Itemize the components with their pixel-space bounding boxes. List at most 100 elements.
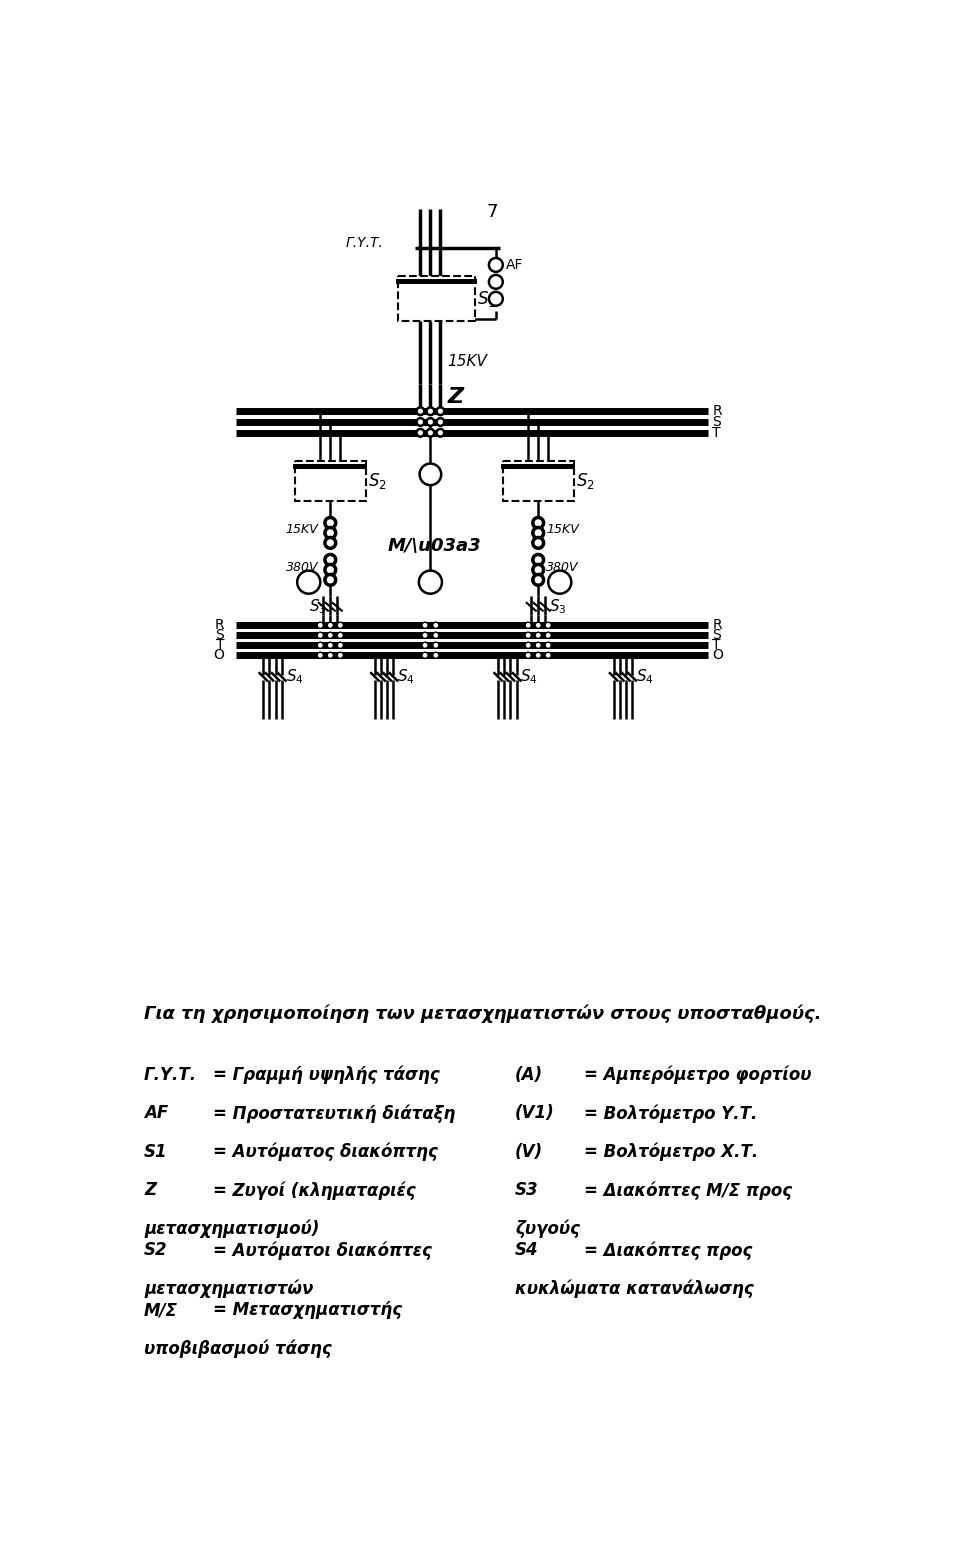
Text: S4: S4 [516, 1242, 539, 1259]
Circle shape [533, 528, 543, 539]
Text: κυκλώματα κατανάλωσης: κυκλώματα κατανάλωσης [516, 1279, 754, 1298]
Circle shape [337, 622, 344, 628]
Text: S2: S2 [144, 1242, 168, 1259]
Circle shape [433, 642, 439, 648]
Text: = Ζυγοί (κληματαριές: = Ζυγοί (κληματαριές [213, 1181, 416, 1200]
Bar [294, 464, 368, 468]
Circle shape [489, 258, 503, 272]
Circle shape [535, 642, 541, 648]
Text: υποβιβασμού τάσης: υποβιβασμού τάσης [144, 1340, 332, 1358]
Bar [398, 277, 475, 321]
Text: = Προστατευτική διάταξη: = Προστατευτική διάταξη [213, 1104, 456, 1123]
Text: 380V: 380V [546, 561, 578, 575]
Text: O: O [712, 648, 723, 662]
Circle shape [422, 622, 428, 628]
Text: $S_2$: $S_2$ [368, 471, 387, 492]
Circle shape [317, 642, 324, 648]
Circle shape [422, 651, 428, 658]
Text: = Βολτόμετρο Χ.Τ.: = Βολτόμετρο Χ.Τ. [585, 1143, 758, 1162]
Text: $S_4$: $S_4$ [286, 667, 303, 686]
Text: $S_3$: $S_3$ [309, 598, 326, 615]
Circle shape [533, 517, 543, 528]
Text: A: A [556, 578, 564, 587]
Text: = Αυτόματος διακόπτης: = Αυτόματος διακόπτης [213, 1143, 438, 1162]
Circle shape [419, 570, 442, 594]
Text: 15KV: 15KV [447, 354, 488, 368]
Circle shape [337, 651, 344, 658]
Text: S: S [712, 628, 721, 642]
Circle shape [426, 418, 434, 426]
Circle shape [327, 642, 333, 648]
Text: V: V [426, 578, 434, 587]
Circle shape [437, 429, 444, 437]
Bar [295, 462, 366, 501]
Text: $S_4$: $S_4$ [397, 667, 415, 686]
Circle shape [324, 564, 336, 575]
Text: μετασχηματιστών: μετασχηματιστών [144, 1279, 313, 1298]
Circle shape [417, 418, 424, 426]
Text: (V1): (V1) [516, 1104, 555, 1123]
Circle shape [489, 276, 503, 288]
Text: S3: S3 [516, 1181, 539, 1200]
Text: = Γραμμή υψηλής τάσης: = Γραμμή υψηλής τάσης [213, 1066, 440, 1084]
Circle shape [317, 622, 324, 628]
Circle shape [324, 537, 336, 548]
Circle shape [545, 642, 551, 648]
Text: $S_1$: $S_1$ [477, 288, 496, 309]
Circle shape [437, 418, 444, 426]
Text: (V): (V) [516, 1143, 543, 1160]
Text: AF: AF [144, 1104, 168, 1123]
Circle shape [422, 642, 428, 648]
Circle shape [545, 622, 551, 628]
Bar [501, 464, 575, 468]
Text: Για τη χρησιμοποίηση των μετασχηματιστών στους υποσταθμούς.: Για τη χρησιμοποίηση των μετασχηματιστών… [144, 1004, 822, 1023]
Circle shape [533, 537, 543, 548]
Text: Γ.Υ.Τ.: Γ.Υ.Τ. [144, 1066, 197, 1084]
Circle shape [324, 554, 336, 565]
Text: S: S [215, 628, 224, 642]
Text: R: R [712, 404, 722, 418]
Circle shape [324, 575, 336, 586]
Circle shape [535, 651, 541, 658]
Circle shape [426, 429, 434, 437]
Text: 15KV: 15KV [286, 523, 319, 536]
Text: R: R [214, 619, 224, 633]
Circle shape [417, 407, 424, 415]
Circle shape [426, 407, 434, 415]
Circle shape [422, 633, 428, 639]
Text: $S_2$: $S_2$ [576, 471, 595, 492]
Text: (A): (A) [516, 1066, 543, 1084]
Circle shape [324, 528, 336, 539]
Circle shape [327, 651, 333, 658]
Circle shape [337, 633, 344, 639]
Text: Γ.Υ.Τ.: Γ.Υ.Τ. [346, 236, 384, 251]
Circle shape [525, 651, 531, 658]
Text: Z: Z [447, 387, 464, 407]
Text: = Αμπερόμετρο φορτίου: = Αμπερόμετρο φορτίου [585, 1066, 812, 1084]
Text: O: O [213, 648, 224, 662]
Circle shape [525, 633, 531, 639]
Circle shape [433, 633, 439, 639]
Circle shape [533, 564, 543, 575]
Circle shape [533, 554, 543, 565]
Text: $S_4$: $S_4$ [636, 667, 654, 686]
Text: Μ/Σ: Μ/Σ [144, 1301, 178, 1319]
Text: T: T [216, 639, 224, 653]
Text: S: S [712, 415, 721, 429]
Circle shape [337, 642, 344, 648]
Circle shape [525, 622, 531, 628]
Circle shape [417, 429, 424, 437]
Text: = Βολτόμετρο Υ.Τ.: = Βολτόμετρο Υ.Τ. [585, 1104, 757, 1123]
Text: 7: 7 [487, 204, 497, 221]
Text: $S_3$: $S_3$ [549, 598, 566, 615]
Text: S1: S1 [144, 1143, 168, 1160]
Bar [503, 462, 574, 501]
Circle shape [545, 651, 551, 658]
Circle shape [327, 633, 333, 639]
Circle shape [489, 291, 503, 305]
Circle shape [420, 464, 442, 485]
Circle shape [535, 633, 541, 639]
Text: = Αυτόματοι διακόπτες: = Αυτόματοι διακόπτες [213, 1242, 432, 1259]
Text: 15KV: 15KV [546, 523, 579, 536]
Text: = Διακόπτες Μ/Σ προς: = Διακόπτες Μ/Σ προς [585, 1181, 793, 1200]
